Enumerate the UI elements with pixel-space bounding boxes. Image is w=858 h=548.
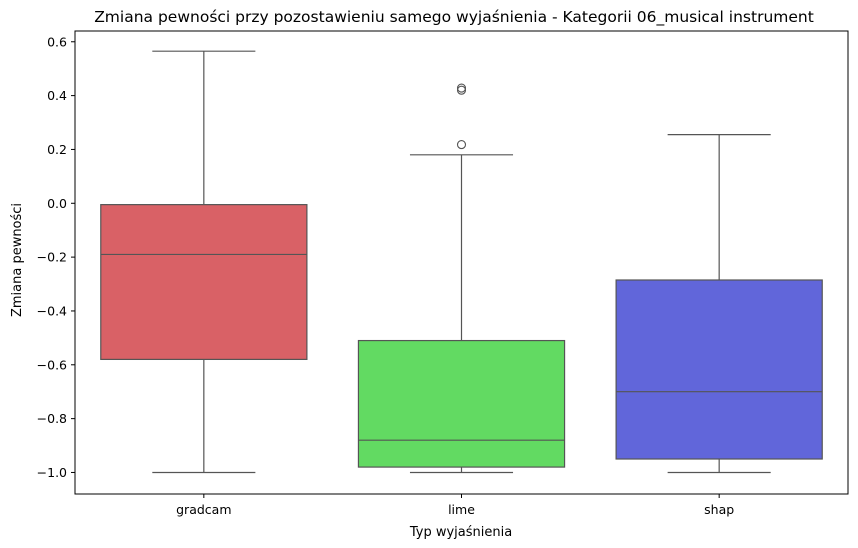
x-tick-label: gradcam xyxy=(176,502,231,517)
outlier-point xyxy=(456,83,467,93)
x-tick-label: shap xyxy=(704,502,734,517)
box-lime xyxy=(357,339,566,468)
y-axis-label: Zmiana pewności xyxy=(10,203,25,317)
box-shap xyxy=(615,279,823,460)
plot-area: −1.0 −0.8 −0.6 −0.4 −0.2 0.0 0.2 0.4 0.6 gradcam l… xyxy=(37,34,823,517)
y-tick-label: −0.4 xyxy=(37,303,67,318)
outlier-point xyxy=(456,140,467,150)
x-axis-label: Typ wyjaśnienia xyxy=(409,525,512,540)
y-tick-label: 0.6 xyxy=(47,34,67,49)
y-tick-label: −0.2 xyxy=(37,250,67,265)
chart-title: Zmiana pewności przy pozostawieniu sameg… xyxy=(94,8,814,27)
y-tick-label: 0.2 xyxy=(47,142,67,157)
box-gradcam xyxy=(100,204,308,361)
y-tick-label: −0.8 xyxy=(37,411,67,426)
plot-frame xyxy=(74,30,849,495)
y-tick-label: −0.6 xyxy=(37,357,67,372)
y-tick-label: 0.4 xyxy=(47,88,67,103)
y-tick-label: −1.0 xyxy=(37,465,67,480)
y-tick-label: 0.0 xyxy=(47,196,67,211)
x-tick-label: lime xyxy=(448,502,475,517)
